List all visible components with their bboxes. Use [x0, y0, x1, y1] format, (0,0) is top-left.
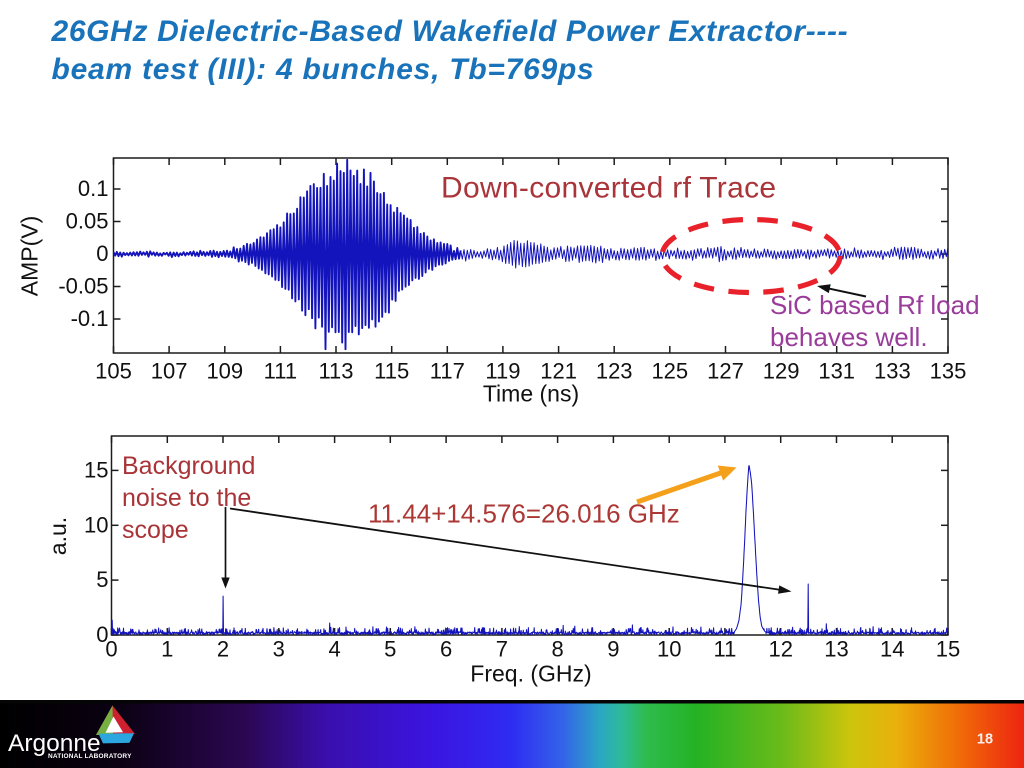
svg-text:Freq. (GHz): Freq. (GHz) [470, 661, 591, 687]
svg-text:-0.1: -0.1 [71, 306, 109, 331]
svg-text:119: 119 [485, 358, 520, 383]
svg-text:Time (ns): Time (ns) [483, 381, 579, 407]
svg-text:3: 3 [273, 636, 285, 661]
svg-text:1: 1 [161, 636, 173, 661]
svg-text:127: 127 [707, 358, 744, 383]
svg-text:18: 18 [977, 732, 993, 748]
svg-text:6: 6 [440, 636, 452, 661]
svg-text:noise to the: noise to the [122, 484, 251, 512]
svg-text:0.1: 0.1 [78, 176, 109, 201]
svg-text:5: 5 [96, 567, 108, 592]
svg-text:11: 11 [713, 636, 736, 661]
svg-text:9: 9 [607, 636, 619, 661]
svg-text:10: 10 [84, 512, 108, 537]
svg-text:scope: scope [122, 516, 189, 544]
svg-text:121: 121 [540, 358, 577, 383]
svg-text:11.44+14.576=26.016 GHz: 11.44+14.576=26.016 GHz [368, 499, 680, 529]
svg-text:8: 8 [551, 636, 563, 661]
svg-text:AMP(V): AMP(V) [17, 216, 43, 297]
svg-text:behaves well.: behaves well. [770, 322, 928, 352]
svg-text:115: 115 [374, 358, 409, 383]
svg-text:111: 111 [264, 358, 297, 383]
svg-text:129: 129 [763, 358, 800, 383]
svg-text:113: 113 [318, 358, 353, 383]
svg-text:Argonne: Argonne [8, 730, 101, 757]
svg-text:0: 0 [96, 622, 108, 647]
svg-text:2: 2 [217, 636, 229, 661]
svg-text:14: 14 [880, 636, 904, 661]
svg-text:15: 15 [936, 636, 960, 661]
svg-text:7: 7 [496, 636, 508, 661]
svg-text:a.u.: a.u. [45, 517, 71, 555]
svg-text:107: 107 [151, 358, 188, 383]
svg-text:-0.05: -0.05 [58, 274, 108, 299]
svg-text:123: 123 [596, 358, 633, 383]
svg-text:125: 125 [651, 358, 688, 383]
svg-text:105: 105 [95, 358, 132, 383]
svg-text:26GHz Dielectric-Based Wakefie: 26GHz Dielectric-Based Wakefield Power E… [51, 15, 849, 48]
svg-text:117: 117 [430, 358, 465, 383]
svg-text:131: 131 [818, 358, 855, 383]
svg-text:Down-converted rf Trace: Down-converted rf Trace [441, 172, 776, 205]
svg-text:5: 5 [384, 636, 396, 661]
svg-text:15: 15 [84, 458, 108, 483]
svg-text:4: 4 [328, 636, 340, 661]
svg-text:13: 13 [824, 636, 848, 661]
svg-text:NATIONAL LABORATORY: NATIONAL LABORATORY [48, 753, 132, 760]
svg-text:0: 0 [96, 241, 108, 266]
svg-text:12: 12 [768, 636, 792, 661]
svg-text:133: 133 [874, 358, 911, 383]
svg-text:10: 10 [657, 636, 681, 661]
svg-text:0.05: 0.05 [66, 209, 109, 234]
svg-text:135: 135 [930, 358, 967, 383]
svg-text:Background: Background [122, 452, 255, 480]
svg-text:109: 109 [206, 358, 243, 383]
svg-text:beam test (III): 4 bunches, Tb: beam test (III): 4 bunches, Tb=769ps [52, 53, 595, 86]
svg-text:SiC based Rf load: SiC based Rf load [770, 290, 980, 320]
svg-text:0: 0 [105, 636, 117, 661]
